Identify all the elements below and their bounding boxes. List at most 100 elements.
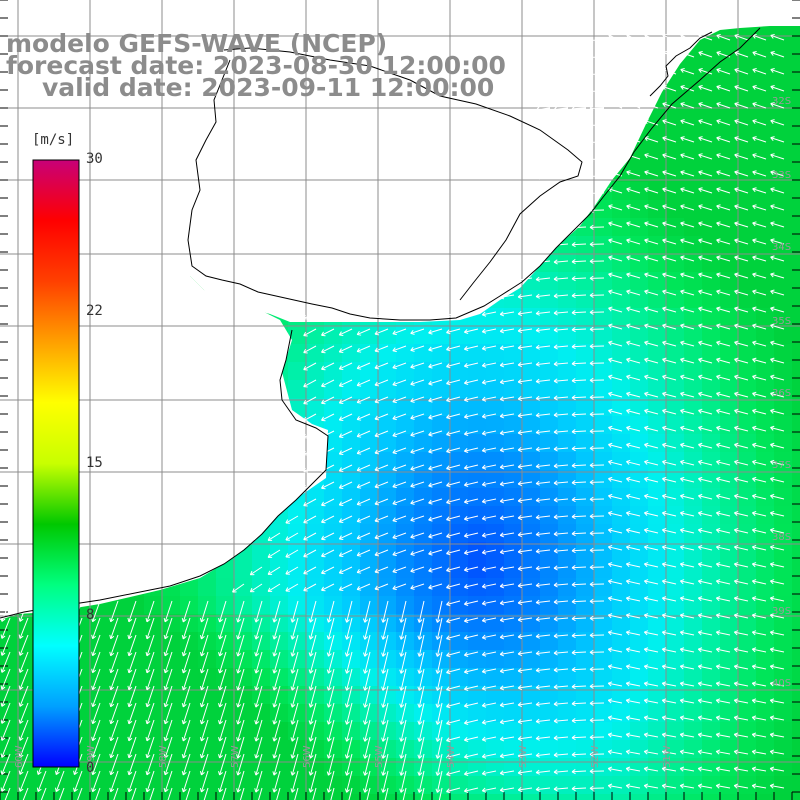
speed-cell <box>324 632 343 651</box>
speed-cell <box>648 182 667 201</box>
speed-cell <box>612 722 631 741</box>
speed-cell <box>288 794 307 800</box>
speed-cell <box>396 794 415 800</box>
speed-cell <box>792 128 800 147</box>
speed-cell <box>342 560 361 579</box>
speed-cell <box>648 146 667 165</box>
speed-cell <box>702 506 721 525</box>
speed-cell <box>756 740 775 759</box>
speed-cell <box>270 560 289 579</box>
speed-cell <box>630 236 649 255</box>
speed-cell <box>648 110 667 129</box>
speed-cell <box>396 434 415 453</box>
speed-cell <box>270 578 289 597</box>
speed-cell <box>504 470 523 489</box>
speed-cell <box>684 794 703 800</box>
speed-cell <box>774 416 793 435</box>
speed-cell <box>594 380 613 399</box>
longitude-label: 56W <box>302 745 313 768</box>
speed-cell <box>738 380 757 399</box>
speed-cell <box>540 776 559 795</box>
speed-cell <box>594 308 613 327</box>
speed-cell <box>540 614 559 633</box>
latitude-label: 33S <box>772 170 791 181</box>
speed-cell <box>504 488 523 507</box>
speed-cell <box>720 380 739 399</box>
speed-cell <box>306 380 325 399</box>
speed-cell <box>540 686 559 705</box>
speed-cell <box>342 650 361 669</box>
speed-cell <box>252 560 271 579</box>
speed-cell <box>558 776 577 795</box>
speed-cell <box>612 416 631 435</box>
speed-cell <box>576 254 595 273</box>
speed-cell <box>630 164 649 183</box>
colorbar-tick: 22 <box>86 303 103 319</box>
speed-cell <box>792 74 800 93</box>
speed-cell <box>342 380 361 399</box>
speed-cell <box>702 740 721 759</box>
speed-cell <box>702 380 721 399</box>
speed-cell <box>360 326 379 345</box>
speed-cell <box>720 434 739 453</box>
speed-cell <box>720 128 739 147</box>
speed-cell <box>666 506 685 525</box>
speed-cell <box>468 596 487 615</box>
speed-cell <box>522 596 541 615</box>
speed-cell <box>378 434 397 453</box>
speed-cell <box>522 308 541 327</box>
speed-cell <box>432 344 451 363</box>
speed-cell <box>666 110 685 129</box>
speed-cell <box>414 632 433 651</box>
speed-cell <box>756 128 775 147</box>
speed-cell <box>162 596 181 615</box>
speed-cell <box>756 434 775 453</box>
longitude-label: 58W <box>158 745 169 768</box>
speed-cell <box>342 326 361 345</box>
speed-cell <box>288 578 307 597</box>
speed-cell <box>612 560 631 579</box>
speed-cell <box>774 128 793 147</box>
latitude-label: 39S <box>772 606 791 617</box>
speed-cell <box>648 794 667 800</box>
speed-cell <box>432 794 451 800</box>
speed-cell <box>540 272 559 291</box>
speed-cell <box>558 380 577 399</box>
speed-cell <box>648 722 667 741</box>
speed-cell <box>630 434 649 453</box>
speed-cell <box>504 614 523 633</box>
speed-cell <box>432 488 451 507</box>
speed-cell <box>666 128 685 147</box>
speed-cell <box>162 794 181 800</box>
speed-cell <box>738 74 757 93</box>
speed-cell <box>738 794 757 800</box>
speed-cell <box>720 236 739 255</box>
speed-cell <box>414 434 433 453</box>
speed-cell <box>720 794 739 800</box>
speed-cell <box>126 632 145 651</box>
speed-cell <box>324 560 343 579</box>
speed-cell <box>126 794 145 800</box>
speed-cell <box>702 542 721 561</box>
speed-cell <box>108 794 127 800</box>
speed-cell <box>774 722 793 741</box>
speed-cell <box>486 488 505 507</box>
speed-cell <box>180 794 199 800</box>
speed-cell <box>720 74 739 93</box>
speed-cell <box>558 596 577 615</box>
speed-cell <box>630 416 649 435</box>
speed-cell <box>666 146 685 165</box>
speed-cell <box>774 74 793 93</box>
speed-cell <box>666 434 685 453</box>
speed-cell <box>576 578 595 597</box>
speed-cell <box>684 758 703 777</box>
speed-cell <box>180 596 199 615</box>
speed-cell <box>486 776 505 795</box>
latitude-label: 34S <box>772 242 791 253</box>
speed-cell <box>684 110 703 129</box>
speed-cell <box>756 38 775 57</box>
speed-cell <box>774 758 793 777</box>
speed-cell <box>180 614 199 633</box>
speed-cell <box>576 452 595 471</box>
speed-cell <box>486 506 505 525</box>
